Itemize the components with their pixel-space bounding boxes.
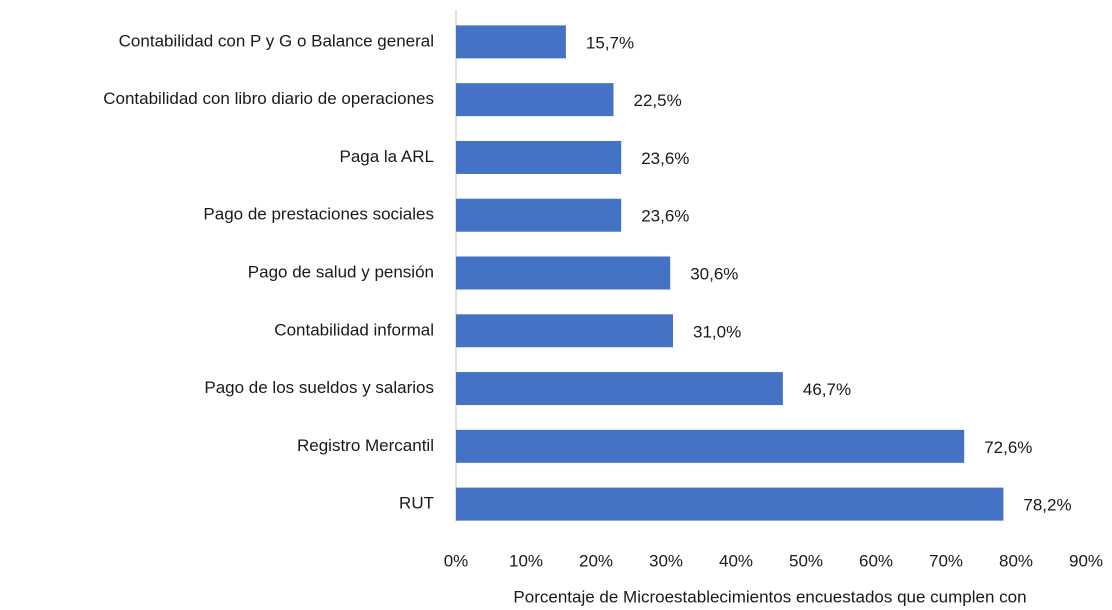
y-tick-label: RUT bbox=[399, 494, 434, 513]
x-tick-label: 70% bbox=[929, 551, 963, 570]
value-label: 72,6% bbox=[984, 438, 1032, 457]
bar bbox=[456, 140, 622, 174]
x-axis-title: Porcentaje de Microestablecimientos encu… bbox=[513, 587, 1026, 606]
bar bbox=[456, 314, 673, 348]
y-tick-label: Contabilidad con libro diario de operaci… bbox=[103, 89, 434, 108]
x-tick-label: 30% bbox=[649, 551, 683, 570]
bar bbox=[456, 429, 965, 463]
x-tick-label: 80% bbox=[999, 551, 1033, 570]
y-tick-label: Contabilidad informal bbox=[274, 320, 434, 339]
bar bbox=[456, 83, 614, 117]
y-tick-label: Paga la ARL bbox=[339, 147, 434, 166]
x-tick-label: 20% bbox=[579, 551, 613, 570]
y-tick-label: Pago de prestaciones sociales bbox=[203, 205, 434, 224]
value-label: 15,7% bbox=[586, 33, 634, 52]
y-tick-label: Pago de los sueldos y salarios bbox=[204, 378, 434, 397]
value-label: 78,2% bbox=[1023, 496, 1071, 515]
value-label: 23,6% bbox=[641, 207, 689, 226]
bar bbox=[456, 256, 671, 290]
x-tick-label: 90% bbox=[1069, 551, 1103, 570]
bar bbox=[456, 25, 566, 59]
x-tick-label: 40% bbox=[719, 551, 753, 570]
y-tick-label: Registro Mercantil bbox=[297, 436, 434, 455]
value-label: 22,5% bbox=[634, 91, 682, 110]
x-tick-label: 10% bbox=[509, 551, 543, 570]
bar bbox=[456, 487, 1004, 521]
value-label: 30,6% bbox=[690, 264, 738, 283]
x-tick-label: 50% bbox=[789, 551, 823, 570]
x-tick-label: 0% bbox=[444, 551, 469, 570]
y-tick-label: Contabilidad con P y G o Balance general bbox=[119, 31, 434, 50]
value-label: 31,0% bbox=[693, 322, 741, 341]
bar bbox=[456, 198, 622, 232]
value-label: 46,7% bbox=[803, 380, 851, 399]
x-tick-label: 60% bbox=[859, 551, 893, 570]
bar bbox=[456, 372, 783, 406]
y-tick-label: Pago de salud y pensión bbox=[248, 262, 434, 281]
value-label: 23,6% bbox=[641, 149, 689, 168]
